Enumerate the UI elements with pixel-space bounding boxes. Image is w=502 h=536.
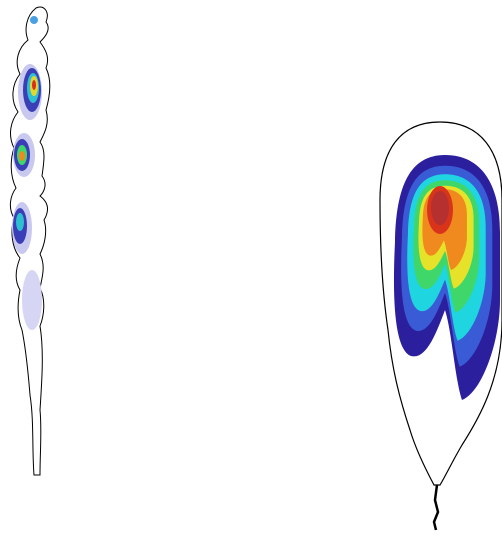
plume-image bbox=[0, 0, 502, 536]
plume-contours bbox=[394, 155, 500, 400]
contour bbox=[32, 80, 36, 90]
contour bbox=[19, 151, 25, 161]
instantaneous-plume bbox=[10, 7, 49, 475]
mean-plume bbox=[380, 122, 502, 530]
contour bbox=[30, 16, 38, 24]
contour bbox=[431, 191, 449, 225]
contour bbox=[16, 213, 24, 231]
page bbox=[0, 0, 502, 536]
contour bbox=[22, 270, 42, 330]
plume-stem bbox=[434, 485, 438, 530]
